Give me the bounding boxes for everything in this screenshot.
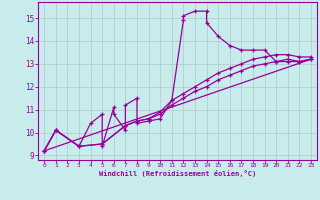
X-axis label: Windchill (Refroidissement éolien,°C): Windchill (Refroidissement éolien,°C)	[99, 170, 256, 177]
